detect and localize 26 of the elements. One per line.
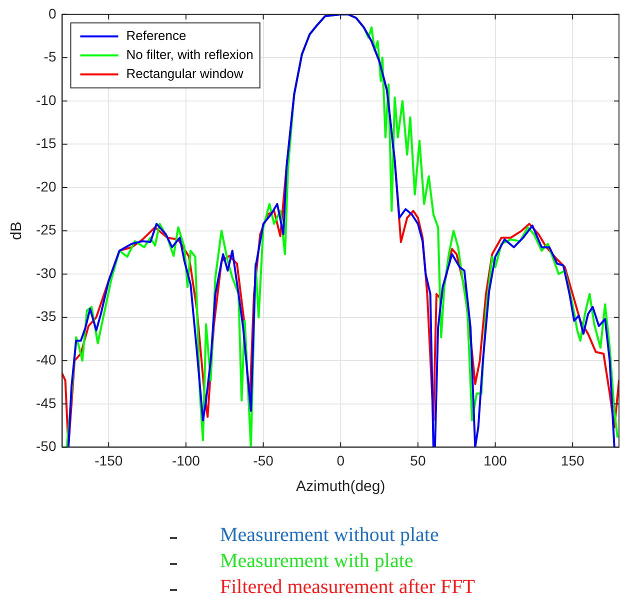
legend-label: Rectangular window <box>126 66 244 81</box>
x-tick-label: 50 <box>410 452 426 468</box>
y-tick-label: -15 <box>36 135 56 152</box>
y-tick-label: -10 <box>36 92 56 108</box>
y-tick-label: -40 <box>36 352 56 368</box>
y-tick-label: -20 <box>36 178 56 194</box>
text: Measurement with plate <box>220 550 414 572</box>
legend-label: Reference <box>126 28 186 43</box>
y-axis-title: dB <box>8 222 26 240</box>
legend-label: No filter, with reflexion <box>126 46 254 62</box>
x-tick-label: -100 <box>172 452 200 468</box>
y-tick-label: -45 <box>36 394 56 411</box>
x-axis-title: Azimuth(deg) <box>296 478 386 496</box>
x-tick-label: 0 <box>336 452 345 468</box>
x-tick-label: -150 <box>94 452 123 468</box>
x-tick-label: -50 <box>253 452 274 468</box>
text: Filtered measurement after FFT <box>220 576 475 598</box>
x-tick-label: 100 <box>484 452 508 468</box>
y-tick-label: 0 <box>48 5 56 22</box>
y-tick-label: -5 <box>44 48 56 65</box>
text: Measurement without plate <box>220 524 439 546</box>
y-tick-label: -35 <box>36 308 56 324</box>
y-tick-label: -30 <box>36 264 56 281</box>
y-tick-label: -25 <box>36 222 56 238</box>
x-tick-label: 150 <box>560 452 584 468</box>
y-tick-label: -50 <box>36 438 56 454</box>
